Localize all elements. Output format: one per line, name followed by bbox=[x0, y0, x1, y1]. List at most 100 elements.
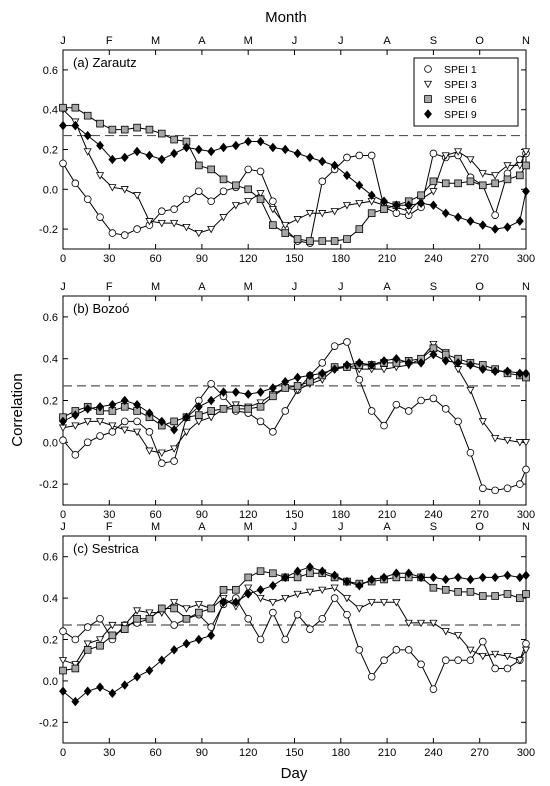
x-tick-label: 180 bbox=[332, 509, 350, 521]
data-point bbox=[133, 607, 142, 615]
data-point bbox=[404, 619, 413, 628]
data-point bbox=[491, 572, 500, 583]
data-point bbox=[330, 570, 339, 581]
data-point bbox=[232, 181, 240, 190]
series-line bbox=[63, 125, 527, 230]
data-point bbox=[182, 412, 191, 422]
data-point bbox=[441, 574, 450, 585]
data-point bbox=[96, 140, 104, 151]
data-point bbox=[232, 586, 240, 594]
data-point bbox=[478, 220, 487, 230]
x-tick-label: 300 bbox=[517, 253, 535, 265]
data-point bbox=[133, 192, 142, 200]
data-point bbox=[330, 237, 339, 245]
data-point bbox=[170, 417, 178, 426]
x-tick-label: 300 bbox=[517, 509, 535, 521]
data-point bbox=[170, 604, 178, 613]
data-point bbox=[429, 619, 438, 628]
series-3 bbox=[59, 103, 530, 245]
data-point bbox=[355, 375, 364, 384]
data-point bbox=[71, 664, 80, 673]
data-point bbox=[466, 177, 475, 186]
data-point bbox=[417, 358, 425, 368]
data-point bbox=[145, 609, 154, 617]
y-tick-label: 0.0 bbox=[43, 676, 58, 688]
data-point bbox=[194, 144, 203, 155]
y-tick-label: 0.2 bbox=[43, 635, 58, 647]
data-point bbox=[71, 120, 80, 131]
data-point bbox=[59, 120, 67, 131]
legend-label: SPEI 1 bbox=[444, 64, 477, 76]
data-point bbox=[478, 592, 487, 600]
data-point bbox=[522, 161, 530, 170]
data-point bbox=[478, 418, 487, 426]
data-point bbox=[244, 584, 253, 592]
data-point bbox=[491, 224, 500, 234]
data-point bbox=[281, 221, 290, 230]
data-point bbox=[367, 672, 376, 681]
data-point bbox=[380, 356, 388, 366]
data-point bbox=[145, 408, 154, 418]
data-point bbox=[120, 625, 129, 633]
data-point bbox=[342, 594, 352, 603]
data-point bbox=[503, 484, 512, 493]
data-point bbox=[195, 187, 203, 196]
data-point bbox=[330, 584, 339, 592]
data-point bbox=[392, 200, 401, 210]
data-point bbox=[170, 220, 179, 228]
data-point bbox=[133, 146, 142, 157]
data-point bbox=[59, 159, 67, 168]
data-point bbox=[521, 646, 531, 655]
data-point bbox=[379, 599, 389, 607]
y-tick-label: 0.2 bbox=[43, 396, 58, 408]
data-point bbox=[207, 165, 215, 174]
data-point bbox=[441, 179, 450, 188]
data-point bbox=[343, 153, 351, 162]
data-point bbox=[182, 428, 191, 437]
series-4 bbox=[59, 120, 530, 234]
data-point bbox=[269, 428, 277, 436]
legend-marker bbox=[424, 95, 432, 103]
data-point bbox=[404, 200, 413, 210]
data-point bbox=[157, 416, 166, 427]
data-point bbox=[355, 358, 364, 368]
data-point bbox=[207, 395, 216, 406]
data-point bbox=[256, 402, 265, 411]
data-point bbox=[330, 208, 339, 216]
data-point bbox=[269, 569, 277, 578]
data-point bbox=[441, 208, 450, 218]
data-point bbox=[503, 664, 512, 673]
data-point bbox=[71, 451, 80, 459]
y-tick-label: -0.2 bbox=[39, 479, 58, 491]
data-point bbox=[133, 428, 142, 437]
y-tick-label: 0.4 bbox=[43, 593, 58, 605]
data-point bbox=[256, 136, 265, 147]
data-point bbox=[182, 605, 191, 613]
data-point bbox=[516, 171, 524, 180]
data-point bbox=[194, 601, 203, 609]
y-tick-label: 0.4 bbox=[43, 354, 58, 366]
data-point bbox=[170, 645, 179, 655]
data-point bbox=[367, 360, 376, 370]
day-axis-title: Day bbox=[281, 765, 308, 782]
data-point bbox=[491, 664, 499, 673]
data-point bbox=[256, 195, 265, 204]
data-point bbox=[404, 646, 413, 654]
data-point bbox=[133, 225, 141, 233]
legend-marker bbox=[423, 80, 433, 89]
month-label: M bbox=[151, 281, 160, 293]
data-point bbox=[268, 142, 277, 153]
x-tick-label: 60 bbox=[149, 509, 161, 521]
month-label: A bbox=[383, 35, 391, 47]
data-point bbox=[170, 205, 178, 214]
data-point bbox=[269, 608, 277, 617]
data-point bbox=[269, 221, 277, 229]
data-point bbox=[207, 407, 215, 415]
data-point bbox=[71, 179, 80, 188]
data-point bbox=[367, 190, 376, 200]
data-point bbox=[522, 590, 530, 598]
data-point bbox=[380, 572, 388, 583]
data-point bbox=[491, 179, 499, 188]
data-point bbox=[108, 184, 117, 192]
